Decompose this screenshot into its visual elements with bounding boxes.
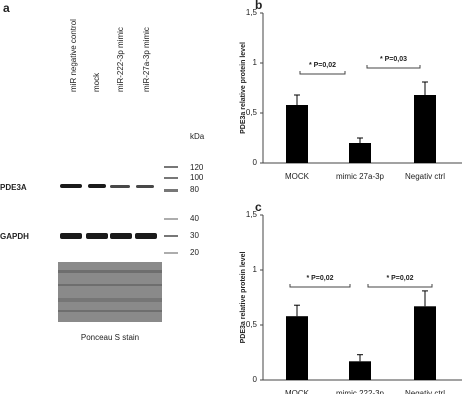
x-tick-label: mimic 222-3p [336,389,385,394]
y-tick-label: 1,5 [246,8,258,17]
y-tick-label: 1 [253,265,258,274]
lane-label: mock [92,72,101,92]
marker-label: 100 [190,173,204,182]
panel-label: b [255,0,262,12]
blot-image [58,166,178,322]
bar [414,95,436,163]
y-axis-label: PDE3a relative protein level [240,252,247,344]
x-tick-label: mimic 27a-3p [336,172,385,181]
bar [349,143,371,163]
marker-label: 40 [190,214,199,223]
y-tick-label: 0,5 [246,320,258,329]
marker-label: 80 [190,185,199,194]
y-tick-label: 1 [253,58,258,67]
panel-label: a [3,1,10,15]
annotation: * P=0,02 [306,275,333,282]
x-tick-label: Negativ ctrl [405,172,445,181]
lane-label: miR negative control [69,19,78,92]
x-tick-label: MOCK [285,389,310,394]
bar [286,105,308,163]
panel-label: c [255,200,262,214]
x-tick-label: Negativ ctrl [405,389,445,394]
y-tick-label: 0 [253,375,258,384]
lane-label: miR-27a-3p mimic [142,27,151,92]
y-tick-label: 0,5 [246,108,258,117]
marker-label: 20 [190,248,199,257]
annotation: * P=0,02 [386,275,413,282]
marker-label: 120 [190,163,204,172]
marker-label: 30 [190,231,199,240]
stain-label: Ponceau S stain [81,333,139,342]
bar [414,306,436,380]
annotation: * P=0,02 [309,62,336,69]
x-tick-label: MOCK [285,172,310,181]
bar [286,316,308,380]
significance-bracket [289,284,351,288]
lane-label: miR-222-3p mimic [116,27,125,92]
y-axis-label: PDE3a relative protein level [240,42,247,134]
annotation: * P=0,03 [380,56,407,63]
bar [349,361,371,380]
significance-bracket [367,284,433,288]
y-tick-label: 0 [253,158,258,167]
significance-bracket [299,71,346,75]
y-tick-label: 1,5 [246,210,258,219]
target-label: GAPDH [0,232,29,241]
unit-label: kDa [190,132,205,141]
significance-bracket [366,65,421,69]
target-label: PDE3A [0,183,27,192]
